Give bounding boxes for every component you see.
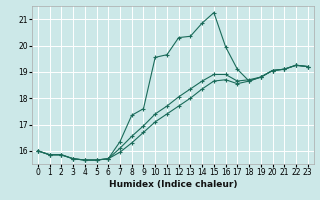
X-axis label: Humidex (Indice chaleur): Humidex (Indice chaleur) [108,180,237,189]
